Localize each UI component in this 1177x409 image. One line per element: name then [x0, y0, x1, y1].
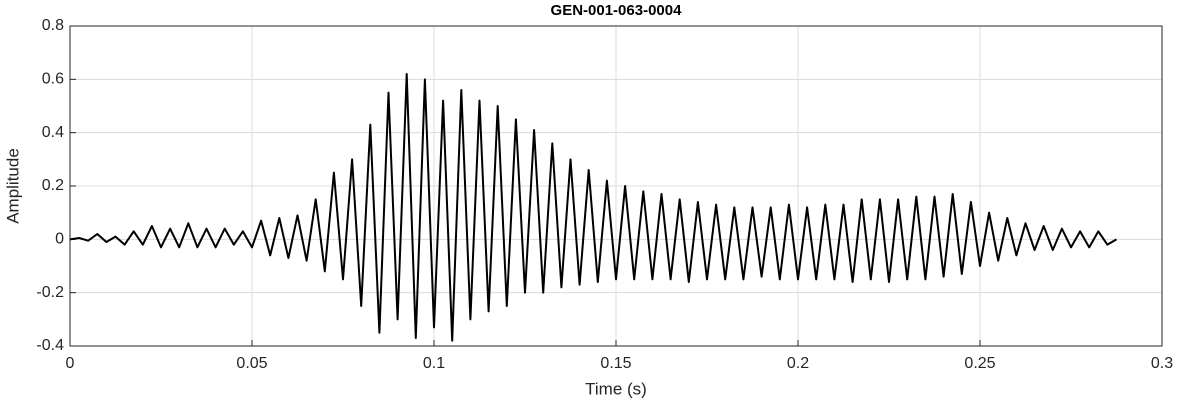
y-tick-label: 0.4	[42, 124, 64, 141]
y-tick-label: 0	[55, 231, 64, 248]
waveform-line	[69, 73, 1118, 342]
y-tick-label: -0.2	[36, 284, 64, 301]
x-tick-label: 0.15	[600, 355, 631, 372]
y-tick-label: 0.6	[42, 71, 64, 88]
x-tick-label: 0.3	[1151, 355, 1173, 372]
y-tick-label: 0.8	[42, 17, 64, 34]
x-tick-label: 0.2	[787, 355, 809, 372]
axes-box	[69, 25, 1163, 347]
x-tick-label: 0	[66, 355, 75, 372]
y-axis-label: Amplitude	[3, 148, 22, 224]
x-axis-label: Time (s)	[585, 379, 647, 398]
y-tick-label: -0.4	[36, 337, 64, 354]
chart-title: GEN-001-063-0004	[551, 2, 683, 19]
x-tick-label: 0.05	[236, 355, 267, 372]
x-tick-label: 0.25	[964, 355, 995, 372]
y-tick-label: 0.2	[42, 177, 64, 194]
x-tick-label: 0.1	[423, 355, 445, 372]
